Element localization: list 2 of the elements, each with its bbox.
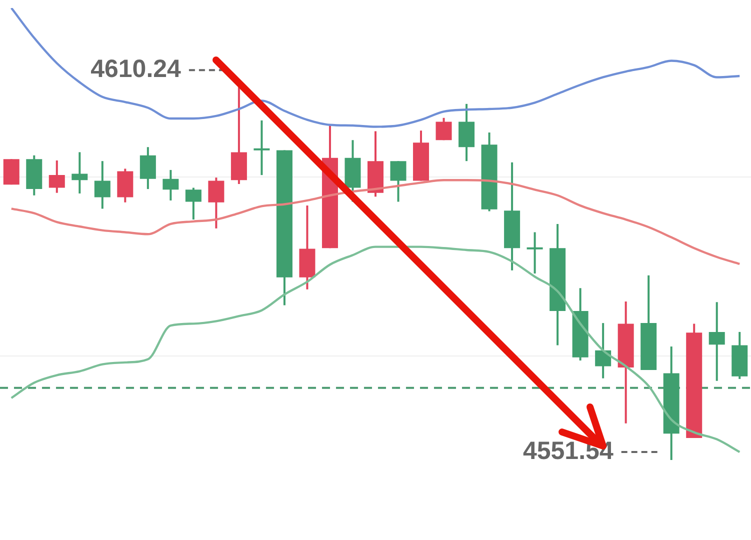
text: 4610.24 bbox=[90, 55, 182, 84]
annotation: 4551.54 bbox=[522, 436, 614, 465]
